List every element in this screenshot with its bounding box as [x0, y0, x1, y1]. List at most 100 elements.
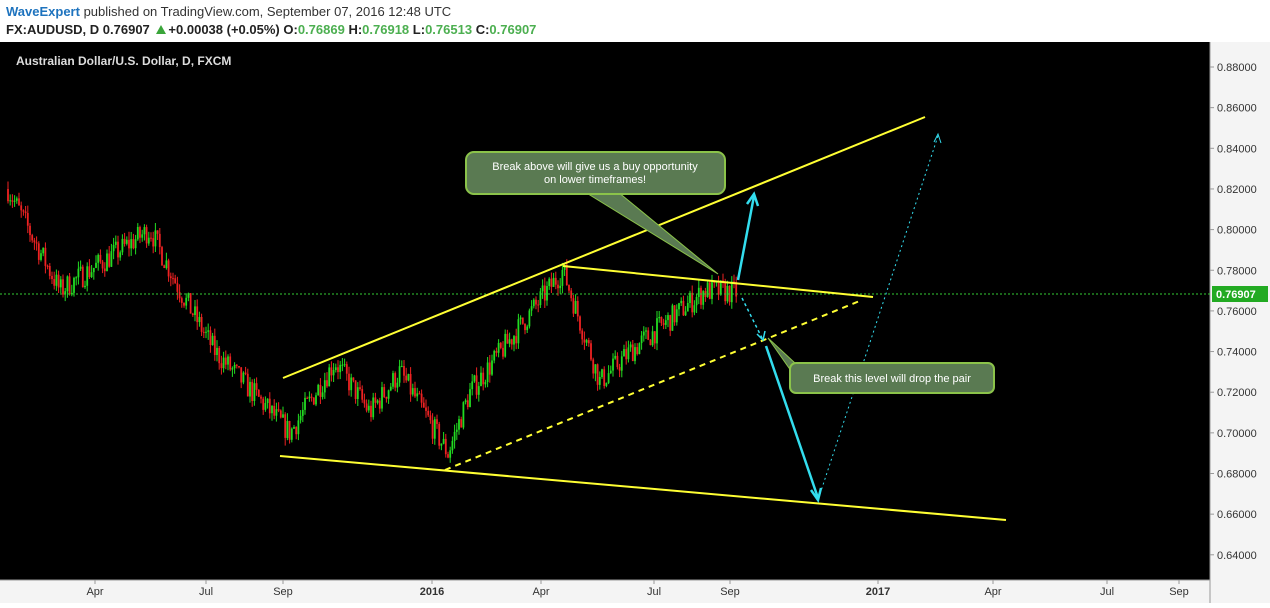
- candle-body: [352, 377, 355, 381]
- candle-body: [103, 268, 106, 272]
- candle-body: [295, 427, 298, 435]
- candle-body: [473, 375, 476, 382]
- candle-body: [152, 238, 155, 247]
- candle-body: [167, 260, 170, 277]
- candle-body: [88, 266, 91, 278]
- candle-body: [240, 367, 243, 383]
- candle-body: [497, 342, 500, 353]
- candle-body: [35, 242, 38, 244]
- candle-body: [33, 240, 36, 243]
- candle-body: [673, 305, 676, 323]
- x-tick-label: 2017: [866, 586, 890, 598]
- drop-arrow-dotted[interactable]: [741, 297, 763, 339]
- candle-body: [711, 280, 713, 299]
- chart-area[interactable]: Break above will give us a buy opportuni…: [0, 42, 1270, 603]
- candle-body: [537, 304, 540, 306]
- candle-body: [101, 261, 104, 269]
- price-chart[interactable]: Break above will give us a buy opportuni…: [0, 42, 1270, 603]
- candle-body: [634, 347, 636, 362]
- candle-body: [387, 390, 390, 399]
- candle-body: [44, 247, 47, 266]
- x-tick-label: Sep: [720, 586, 740, 598]
- candle-body: [427, 410, 430, 416]
- candle-body: [112, 244, 115, 252]
- candle-body: [321, 392, 324, 397]
- up-arrow[interactable]: [736, 195, 756, 281]
- candle-body: [42, 247, 45, 254]
- candle-body: [378, 400, 381, 409]
- candle-body: [154, 230, 157, 247]
- candle-body: [680, 300, 683, 304]
- candle-body: [510, 339, 513, 345]
- callout-sell[interactable]: Break this level will drop the pair: [767, 337, 995, 394]
- candle-body: [471, 381, 474, 390]
- candle-body: [618, 367, 621, 371]
- candle-body: [480, 372, 482, 387]
- candle-body: [724, 282, 727, 302]
- candle-body: [147, 237, 150, 244]
- candle-body: [180, 298, 183, 303]
- candle-body: [482, 372, 485, 385]
- candle-body: [7, 189, 9, 202]
- upper-channel-line[interactable]: [282, 116, 926, 379]
- candle-body: [429, 415, 432, 421]
- candle-body: [403, 366, 405, 376]
- candle-body: [444, 438, 447, 455]
- callout-buy[interactable]: Break above will give us a buy opportuni…: [465, 151, 726, 275]
- candle-body: [557, 284, 559, 289]
- candle-body: [238, 366, 240, 368]
- candle-body: [22, 210, 25, 212]
- candle-body: [125, 239, 128, 244]
- support-dashed-line[interactable]: [444, 299, 863, 471]
- publish-text: published on TradingView.com, September …: [83, 4, 452, 19]
- y-tick-label: 0.72000: [1217, 387, 1257, 399]
- candle-body: [361, 389, 364, 400]
- lower-channel-line[interactable]: [279, 455, 1007, 521]
- candle-body: [15, 198, 18, 201]
- candle-body: [48, 266, 51, 276]
- candle-body: [667, 315, 669, 321]
- y-tick-label: 0.70000: [1217, 428, 1257, 440]
- candle-body: [11, 200, 14, 202]
- candle-body: [317, 384, 320, 396]
- candle-body: [735, 282, 738, 297]
- candle-body: [222, 357, 225, 369]
- candle-body: [376, 400, 379, 403]
- last-price: 0.76907: [102, 22, 150, 37]
- candle-body: [658, 317, 661, 319]
- candle-body: [341, 364, 344, 366]
- candle-body: [315, 395, 317, 405]
- candle-body: [9, 200, 12, 202]
- candle-body: [301, 409, 304, 416]
- resistance-line[interactable]: [562, 265, 874, 298]
- down-arrow[interactable]: [764, 345, 820, 499]
- candle-body: [686, 303, 689, 312]
- candle-body: [587, 340, 590, 344]
- candle-body: [66, 276, 69, 292]
- projection-arrows: [736, 132, 942, 503]
- candle-body: [196, 306, 199, 323]
- candle-body: [132, 239, 135, 249]
- candle-body: [323, 380, 326, 393]
- candle-body: [381, 387, 383, 409]
- y-tick-label: 0.82000: [1217, 184, 1257, 196]
- candle-body: [77, 268, 80, 278]
- candle-body: [730, 281, 733, 303]
- candle-body: [612, 358, 614, 371]
- candle-body: [495, 351, 498, 353]
- candle-body: [308, 396, 311, 399]
- candle-body: [172, 278, 174, 280]
- candle-body: [90, 272, 93, 277]
- up-triangle-icon: [156, 25, 167, 34]
- candle-body: [216, 347, 218, 355]
- current-price-tag-bg: [1212, 286, 1268, 302]
- candle-body: [24, 211, 27, 213]
- time-axis[interactable]: [0, 580, 1210, 603]
- author-link[interactable]: WaveExpert: [6, 4, 80, 19]
- candle-body: [466, 400, 469, 407]
- x-tick-label: Apr: [86, 586, 103, 598]
- candle-body: [75, 277, 78, 279]
- price-axis[interactable]: [1210, 42, 1270, 603]
- candle-body: [528, 310, 531, 327]
- candle-body: [198, 317, 201, 322]
